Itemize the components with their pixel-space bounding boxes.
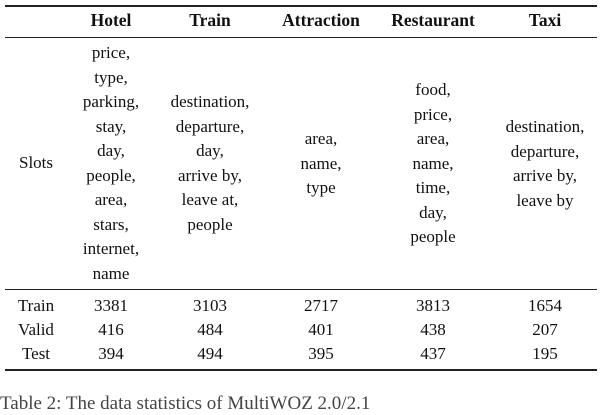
- table-caption: Table 2: The data statistics of MultiWOZ…: [0, 393, 371, 414]
- slot-item: departure,: [175, 116, 245, 136]
- slot-item: area,: [304, 129, 338, 148]
- table-cell: 437: [420, 344, 446, 363]
- slot-item: day,: [419, 202, 447, 222]
- slot-item: arrive by,: [512, 166, 578, 185]
- slot-item: leave at,: [181, 190, 239, 209]
- slot-item: people,: [86, 165, 136, 185]
- table-cell: 401: [308, 320, 334, 339]
- table-cell: 1654: [528, 296, 562, 315]
- slots-rule: [5, 289, 597, 290]
- slots-label: Slots: [18, 153, 54, 172]
- slot-item: internet,: [82, 239, 140, 258]
- slot-item: departure,: [510, 141, 580, 161]
- slot-item: time,: [415, 178, 451, 197]
- slot-item: people: [187, 214, 233, 234]
- table-cell: 207: [532, 320, 558, 339]
- table-cell: 3103: [193, 296, 227, 315]
- slot-item: type,: [94, 67, 128, 87]
- table-cell: 2717: [304, 296, 338, 315]
- slot-item: name: [92, 263, 130, 283]
- slot-item: area,: [416, 129, 450, 148]
- table-cell: 494: [197, 344, 223, 363]
- slot-item: food,: [415, 80, 451, 99]
- slot-item: area,: [94, 190, 128, 209]
- table-cell: 195: [532, 344, 558, 363]
- header-train: Train: [189, 10, 231, 30]
- slot-item: name,: [412, 153, 454, 173]
- header-attraction: Attraction: [282, 10, 360, 30]
- slot-item: destination,: [170, 92, 250, 111]
- slots-attraction: area, name, type: [268, 127, 374, 201]
- table-cell: 416: [98, 320, 124, 339]
- header-rule: [5, 37, 597, 38]
- slots-restaurant: food, price, area, name, time, day, people: [378, 78, 488, 250]
- slot-item: stay,: [95, 116, 127, 136]
- slot-item: day,: [196, 141, 224, 160]
- header-restaurant: Restaurant: [391, 10, 475, 30]
- slot-item: stars,: [93, 214, 129, 234]
- slot-item: price,: [91, 43, 131, 62]
- table-cell: 395: [308, 344, 334, 363]
- slot-item: leave by: [516, 190, 574, 210]
- table-cell: 484: [197, 320, 223, 339]
- table-top-rule: [5, 5, 597, 7]
- table-cell: 3381: [94, 296, 128, 315]
- slots-train: destination, departure, day, arrive by, leav…: [155, 90, 265, 237]
- row-label: Valid: [18, 320, 54, 339]
- table-bottom-rule: [5, 369, 597, 371]
- slots-hotel: price, type, parking, stay, day, people, area,…: [72, 41, 150, 286]
- table-cell: 394: [98, 344, 124, 363]
- table-cell: 438: [420, 320, 446, 339]
- slot-item: day,: [97, 141, 125, 160]
- slot-item: price,: [413, 104, 453, 124]
- slot-item: name,: [300, 153, 342, 173]
- header-hotel: Hotel: [90, 10, 132, 30]
- slot-item: people: [410, 227, 456, 246]
- header-taxi: Taxi: [528, 10, 562, 30]
- table-cell: 3813: [416, 296, 450, 315]
- slot-item: parking,: [82, 92, 140, 111]
- row-label: Test: [21, 344, 51, 363]
- row-label: Train: [17, 296, 55, 315]
- slot-item: arrive by,: [177, 165, 243, 185]
- slots-taxi: destination, departure, arrive by, leave by: [492, 115, 598, 213]
- slot-item: type: [306, 178, 336, 197]
- slot-item: destination,: [505, 117, 585, 136]
